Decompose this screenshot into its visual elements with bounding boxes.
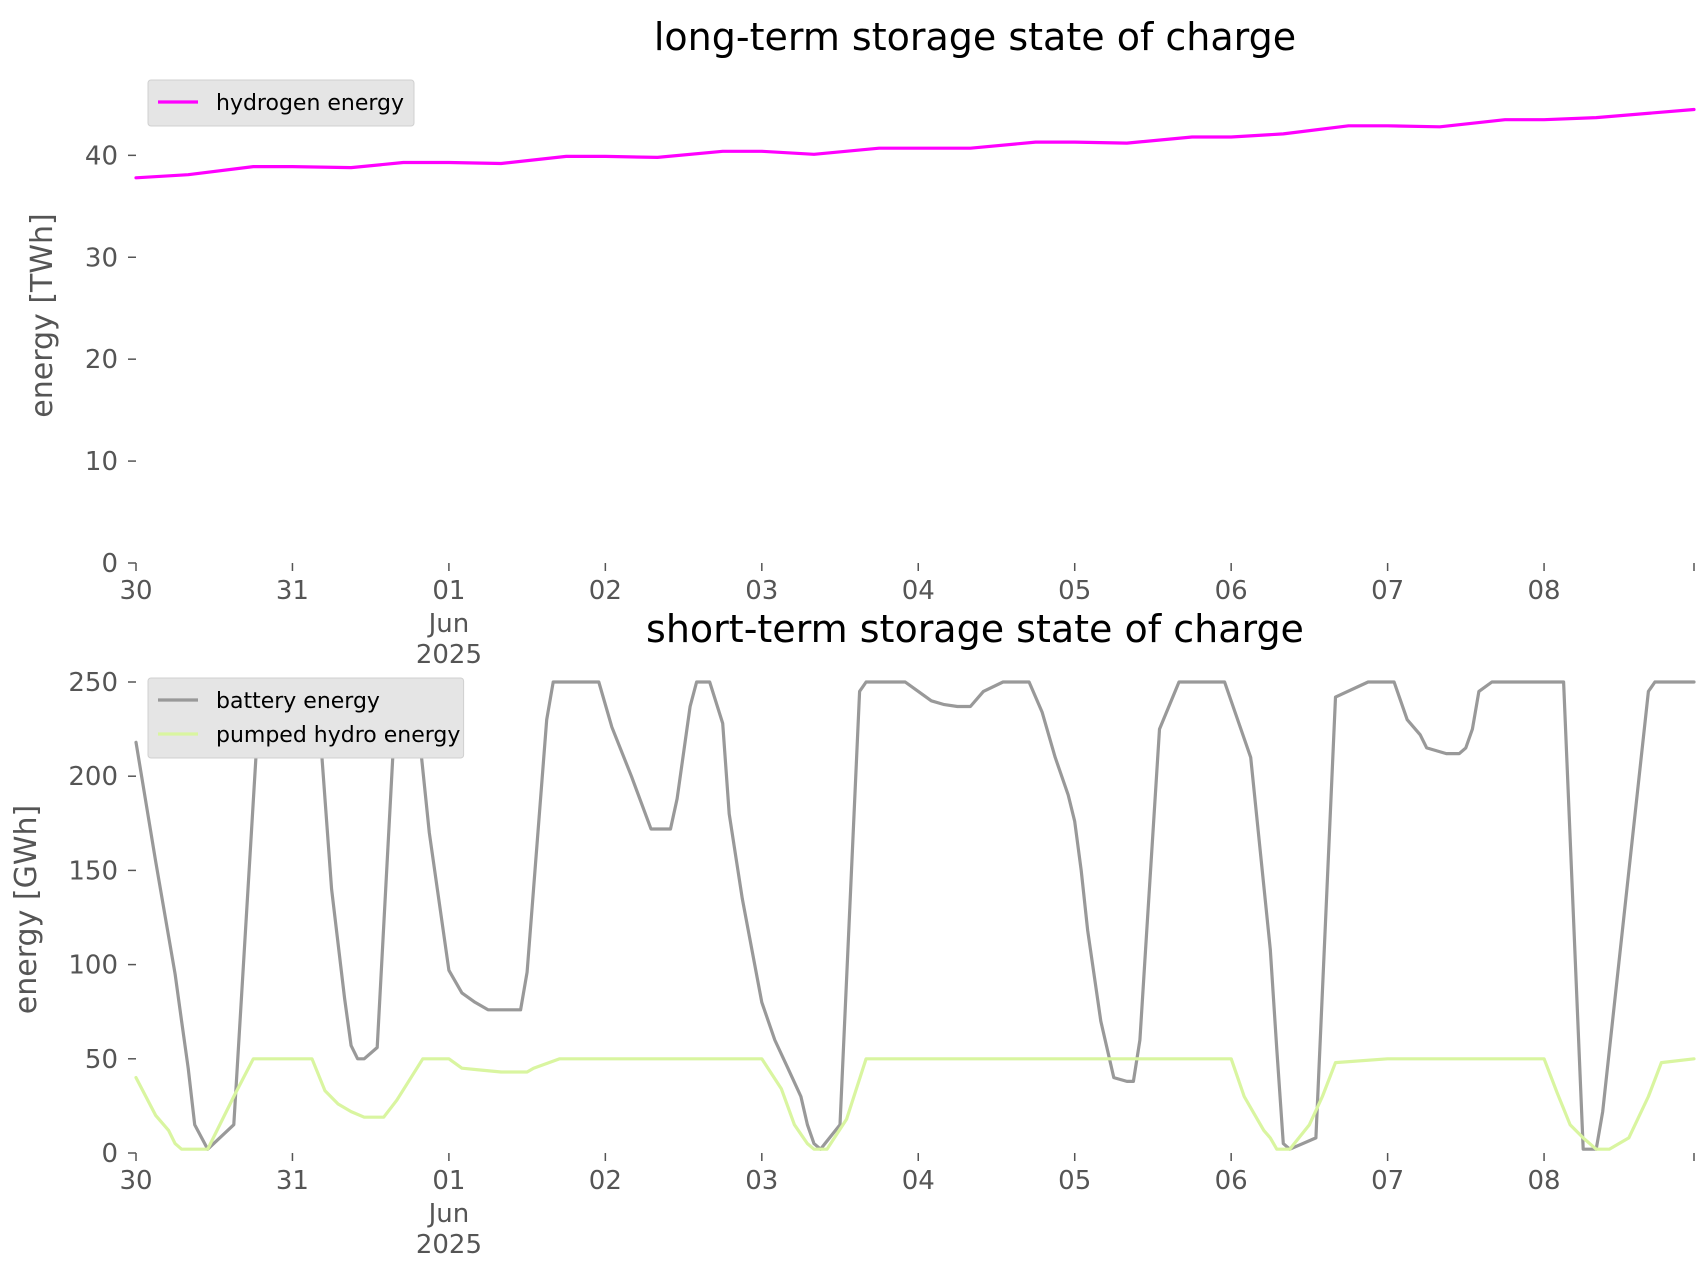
x-tick-label: 04 [902, 1166, 935, 1196]
legend-label: hydrogen energy [216, 91, 404, 116]
y-axis-label: energy [GWh] [9, 805, 44, 1014]
x-tick-label: 06 [1215, 1166, 1248, 1196]
y-tick-label: 20 [85, 345, 118, 375]
x-tick-label: 02 [589, 576, 622, 606]
x-tick-label: 02 [589, 1166, 622, 1196]
x-tick-label: 07 [1371, 576, 1404, 606]
x-tick-label: 08 [1528, 576, 1561, 606]
x-tick-label: 03 [745, 1166, 778, 1196]
y-tick-label: 40 [85, 141, 118, 171]
y-tick-label: 250 [68, 668, 118, 698]
chart-title: short-term storage state of charge [646, 607, 1304, 651]
y-tick-label: 0 [101, 549, 118, 579]
legend-box [147, 677, 465, 759]
x-tick-year-label: 2025 [416, 640, 482, 670]
chart-title: long-term storage state of charge [654, 15, 1296, 59]
x-tick-label: 04 [902, 576, 935, 606]
x-tick-label: 05 [1058, 576, 1091, 606]
x-tick-label: 31 [276, 1166, 309, 1196]
series-line-pumped-hydro-energy [134, 1057, 1696, 1151]
x-tick-year-label: 2025 [416, 1230, 482, 1260]
x-tick-label: 08 [1528, 1166, 1561, 1196]
y-tick-label: 200 [68, 762, 118, 792]
y-tick-label: 100 [68, 951, 118, 981]
x-tick-label: 31 [276, 576, 309, 606]
x-tick-label: 07 [1371, 1166, 1404, 1196]
x-tick-month-label: Jun [427, 609, 470, 639]
x-tick-label: 03 [745, 576, 778, 606]
y-tick-label: 50 [85, 1045, 118, 1075]
legend-label: battery energy [216, 689, 380, 714]
y-axis-label: energy [TWh] [25, 213, 60, 417]
legend-box [147, 79, 415, 127]
x-tick-label: 30 [119, 576, 152, 606]
y-tick-label: 0 [101, 1139, 118, 1169]
y-tick-label: 150 [68, 856, 118, 886]
x-tick-label: 01 [432, 1166, 465, 1196]
series-line-hydrogen-energy [134, 107, 1696, 180]
y-tick-label: 30 [85, 243, 118, 273]
x-tick-label: 06 [1215, 576, 1248, 606]
x-tick-label: 30 [119, 1166, 152, 1196]
x-tick-label: 01 [432, 576, 465, 606]
y-tick-label: 10 [85, 447, 118, 477]
x-tick-month-label: Jun [427, 1199, 470, 1229]
legend-label: pumped hydro energy [216, 723, 460, 748]
x-tick-label: 05 [1058, 1166, 1091, 1196]
